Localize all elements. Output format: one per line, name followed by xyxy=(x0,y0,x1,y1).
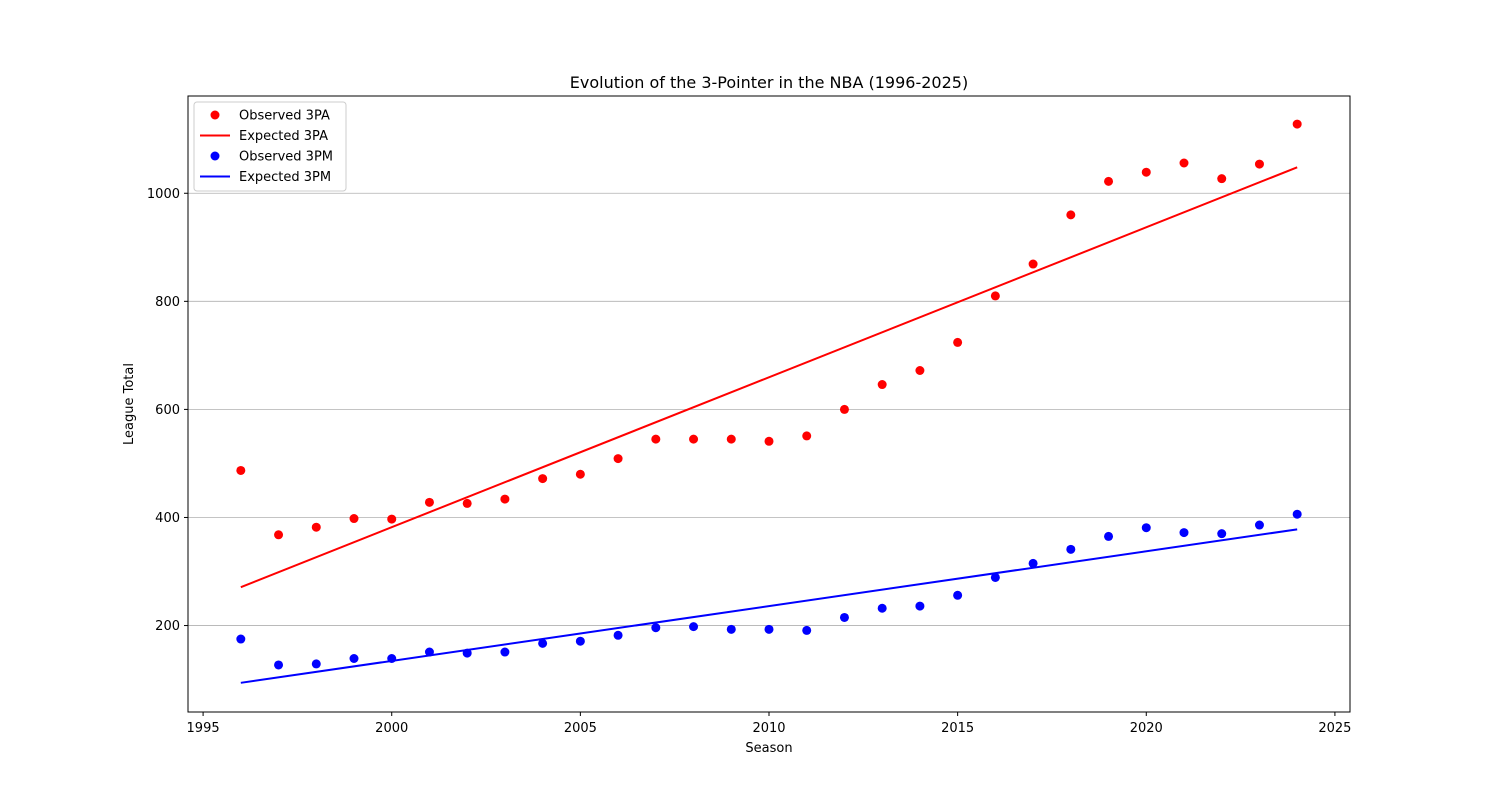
legend: Observed 3PA Expected 3PA Observed 3PM Expe… xyxy=(193,101,347,192)
x-tick-label: 2005 xyxy=(564,721,597,736)
data-point-series-2 xyxy=(613,630,623,640)
data-point-series-2 xyxy=(1028,558,1038,568)
x-tick-label: 1995 xyxy=(187,721,220,736)
data-point-series-0 xyxy=(1066,210,1076,220)
grid-lines xyxy=(188,192,1350,626)
x-tick-label: 2015 xyxy=(941,721,974,736)
y-tick-label: 1000 xyxy=(147,187,180,202)
legend-entry-label: Expected 3PA xyxy=(239,129,328,144)
data-point-series-2 xyxy=(1292,509,1302,519)
data-point-series-0 xyxy=(764,436,774,446)
data-point-series-2 xyxy=(462,648,472,658)
data-point-series-2 xyxy=(575,636,585,646)
data-point-series-2 xyxy=(953,590,963,600)
data-point-series-2 xyxy=(1066,544,1076,554)
data-point-series-0 xyxy=(311,522,321,532)
data-point-series-2 xyxy=(651,623,661,633)
data-point-series-0 xyxy=(877,380,887,390)
data-point-series-0 xyxy=(387,514,397,524)
data-point-series-2 xyxy=(877,603,887,613)
data-point-series-0 xyxy=(953,337,963,347)
data-point-series-2 xyxy=(915,601,925,611)
legend-box xyxy=(193,101,347,192)
series-line-3 xyxy=(240,528,1298,684)
data-point-series-0 xyxy=(1028,259,1038,269)
data-point-series-0 xyxy=(990,291,1000,301)
data-point-series-0 xyxy=(462,498,472,508)
data-point-series-0 xyxy=(915,365,925,375)
fit-lines xyxy=(240,166,1298,684)
legend-entry-label: Observed 3PA xyxy=(239,109,330,124)
legend-entry-label: Expected 3PM xyxy=(239,170,331,185)
data-point-series-2 xyxy=(689,622,699,632)
data-point-series-2 xyxy=(1254,520,1264,530)
data-point-series-2 xyxy=(839,612,849,622)
data-point-series-0 xyxy=(538,474,548,484)
x-tick-label: 2025 xyxy=(1318,721,1351,736)
legend-marker-swatch xyxy=(210,110,220,120)
y-tick-label: 400 xyxy=(155,511,180,526)
data-point-series-0 xyxy=(236,465,246,475)
data-point-series-2 xyxy=(311,659,321,669)
data-point-series-0 xyxy=(575,469,585,479)
scatter-points xyxy=(236,119,1302,670)
data-point-series-0 xyxy=(1104,176,1114,186)
data-point-series-2 xyxy=(764,624,774,634)
x-tick-label: 2020 xyxy=(1130,721,1163,736)
data-point-series-0 xyxy=(349,514,359,524)
x-axis-label: Season xyxy=(745,741,792,756)
data-point-series-0 xyxy=(839,404,849,414)
data-point-series-2 xyxy=(726,624,736,634)
y-tick-label: 200 xyxy=(155,619,180,634)
data-point-series-2 xyxy=(1217,529,1227,539)
data-point-series-0 xyxy=(726,434,736,444)
data-point-series-2 xyxy=(802,625,812,635)
y-tick-label: 600 xyxy=(155,403,180,418)
data-point-series-0 xyxy=(613,454,623,464)
x-tick-label: 2000 xyxy=(375,721,408,736)
legend-marker-swatch xyxy=(210,151,220,161)
data-point-series-2 xyxy=(538,638,548,648)
legend-entry-label: Observed 3PM xyxy=(239,150,333,165)
data-point-series-2 xyxy=(500,647,510,657)
series-line-1 xyxy=(240,166,1298,589)
data-point-series-0 xyxy=(689,434,699,444)
data-point-series-0 xyxy=(1141,167,1151,177)
data-point-series-2 xyxy=(236,634,246,644)
data-point-series-0 xyxy=(1217,174,1227,184)
data-point-series-0 xyxy=(802,431,812,441)
x-tick-label: 2010 xyxy=(752,721,785,736)
chart-title: Evolution of the 3-Pointer in the NBA (1… xyxy=(570,73,968,92)
data-point-series-0 xyxy=(500,494,510,504)
y-tick-label: 800 xyxy=(155,295,180,310)
data-point-series-0 xyxy=(651,434,661,444)
data-point-series-2 xyxy=(1179,528,1189,538)
data-point-series-0 xyxy=(1292,119,1302,129)
data-point-series-0 xyxy=(1254,159,1264,169)
data-point-series-2 xyxy=(349,654,359,664)
data-point-series-2 xyxy=(990,572,1000,582)
data-point-series-2 xyxy=(1104,531,1114,541)
data-point-series-0 xyxy=(424,497,434,507)
data-point-series-0 xyxy=(1179,158,1189,168)
data-point-series-2 xyxy=(1141,523,1151,533)
data-point-series-2 xyxy=(424,647,434,657)
data-point-series-2 xyxy=(387,654,397,664)
data-point-series-2 xyxy=(274,660,284,670)
plot-area-frame xyxy=(187,95,1351,713)
y-axis-label: League Total xyxy=(122,363,137,445)
data-point-series-0 xyxy=(274,530,284,540)
axes: 200 400 600 800 1000 1995 2000 2005 2010 2015 2020… xyxy=(147,187,1352,736)
